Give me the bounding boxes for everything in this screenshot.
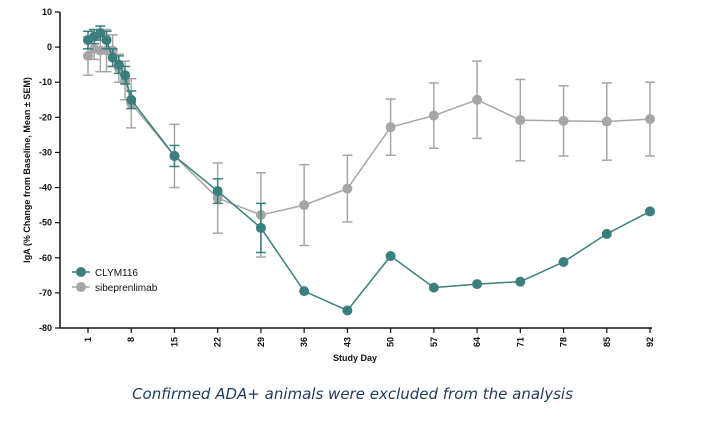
data-point — [342, 183, 353, 194]
chart-caption: Confirmed ADA+ animals were excluded fro… — [132, 385, 573, 403]
data-point — [101, 35, 112, 46]
data-point — [83, 50, 93, 61]
x-tick-label: 15 — [169, 337, 179, 347]
y-tick-label: -30 — [39, 147, 52, 157]
x-tick-label: 1 — [83, 337, 93, 342]
x-ticks: 1 8 15 22 29 36 43 50 57 64 71 78 85 92 — [83, 328, 655, 347]
data-point — [120, 70, 131, 81]
legend-item-sibeprenlimab: sibeprenlimab — [72, 282, 158, 294]
legend: CLYM116 sibeprenlimab — [72, 267, 158, 294]
data-point — [558, 115, 569, 126]
y-tick-label: 10 — [42, 7, 52, 17]
y-tick-label: -10 — [39, 77, 52, 87]
data-point — [601, 228, 612, 239]
series-clym116 — [83, 25, 655, 316]
data-point — [95, 28, 106, 39]
y-tick-label: -60 — [39, 253, 52, 263]
y-tick-label: -20 — [39, 112, 52, 122]
x-tick-label: 22 — [213, 337, 223, 347]
data-point — [113, 59, 124, 70]
data-point — [169, 150, 180, 161]
legend-item-clym116: CLYM116 — [72, 267, 138, 279]
data-point — [558, 256, 569, 267]
data-point — [385, 251, 396, 262]
data-point — [515, 115, 526, 126]
series-layer — [83, 25, 655, 316]
x-tick-label: 29 — [256, 337, 266, 347]
series-line — [87, 32, 651, 312]
series-sibeprenlimab — [83, 28, 655, 258]
x-tick-label: 43 — [342, 337, 352, 347]
y-tick-label: -70 — [39, 288, 52, 298]
axes: 10 0 -10 -20 -30 -40 -50 -60 -70 -80 1 8 15 22 29 36 43… — [39, 7, 655, 347]
legend-swatch-marker — [76, 267, 86, 277]
data-point — [515, 276, 526, 287]
data-point — [299, 200, 310, 211]
x-tick-label: 92 — [645, 337, 655, 347]
y-tick-label: -50 — [39, 218, 52, 228]
data-point — [299, 286, 310, 297]
data-point — [601, 116, 612, 127]
chart: 10 0 -10 -20 -30 -40 -50 -60 -70 -80 1 8 15 22 29 36 43… — [22, 7, 655, 363]
data-point — [255, 222, 266, 233]
x-tick-label: 64 — [472, 337, 482, 347]
x-tick-label: 71 — [515, 337, 525, 347]
data-point — [472, 94, 483, 105]
data-point — [472, 279, 483, 290]
y-tick-label: -40 — [39, 183, 52, 193]
x-tick-label: 8 — [126, 337, 136, 342]
data-point — [645, 114, 655, 125]
x-tick-label: 85 — [602, 337, 612, 347]
x-tick-label: 57 — [429, 337, 439, 347]
legend-label: sibeprenlimab — [95, 283, 158, 294]
legend-swatch-marker — [76, 282, 86, 292]
data-point — [385, 122, 396, 133]
data-point — [107, 52, 118, 63]
y-ticks: 10 0 -10 -20 -30 -40 -50 -60 -70 -80 — [39, 7, 60, 333]
x-axis-title: Study Day — [333, 353, 377, 363]
y-tick-label: 0 — [47, 42, 52, 52]
data-point — [342, 305, 353, 316]
x-tick-label: 36 — [299, 337, 309, 347]
data-point — [428, 282, 439, 293]
data-point — [428, 110, 439, 121]
series-line — [87, 48, 651, 216]
y-axis-title: IgA (% Change from Baseline, Mean ± SEM) — [22, 77, 32, 263]
legend-label: CLYM116 — [95, 268, 138, 279]
x-tick-label: 50 — [386, 337, 396, 347]
x-tick-label: 78 — [559, 337, 569, 347]
y-tick-label: -80 — [39, 323, 52, 333]
data-point — [645, 206, 655, 217]
data-point — [212, 186, 223, 197]
data-point — [126, 94, 137, 105]
